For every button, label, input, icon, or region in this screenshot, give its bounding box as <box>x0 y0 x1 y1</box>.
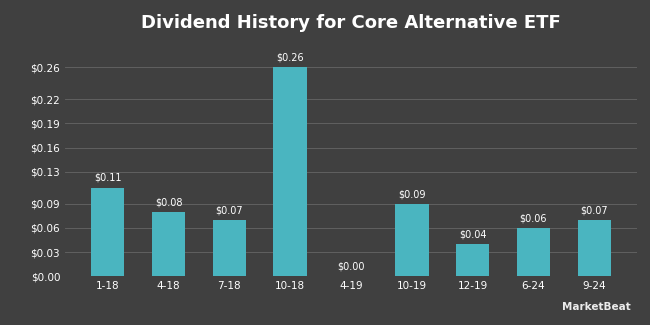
Bar <box>517 228 550 276</box>
Text: $0.08: $0.08 <box>155 197 182 207</box>
Text: $0.26: $0.26 <box>276 52 304 62</box>
Bar <box>456 244 489 276</box>
Bar <box>152 212 185 276</box>
Text: $0.11: $0.11 <box>94 173 122 183</box>
Title: Dividend History for Core Alternative ETF: Dividend History for Core Alternative ET… <box>141 14 561 32</box>
Text: $0.07: $0.07 <box>216 205 243 215</box>
Bar <box>91 188 124 276</box>
Text: $0.06: $0.06 <box>520 213 547 223</box>
Text: $0.04: $0.04 <box>459 229 486 239</box>
Text: $0.07: $0.07 <box>580 205 608 215</box>
Bar <box>274 67 307 276</box>
Text: $0.00: $0.00 <box>337 261 365 271</box>
Text: $0.09: $0.09 <box>398 189 426 199</box>
Bar <box>213 220 246 276</box>
Bar <box>578 220 611 276</box>
Text: MarketBeat: MarketBeat <box>562 302 630 312</box>
Bar <box>395 204 428 276</box>
